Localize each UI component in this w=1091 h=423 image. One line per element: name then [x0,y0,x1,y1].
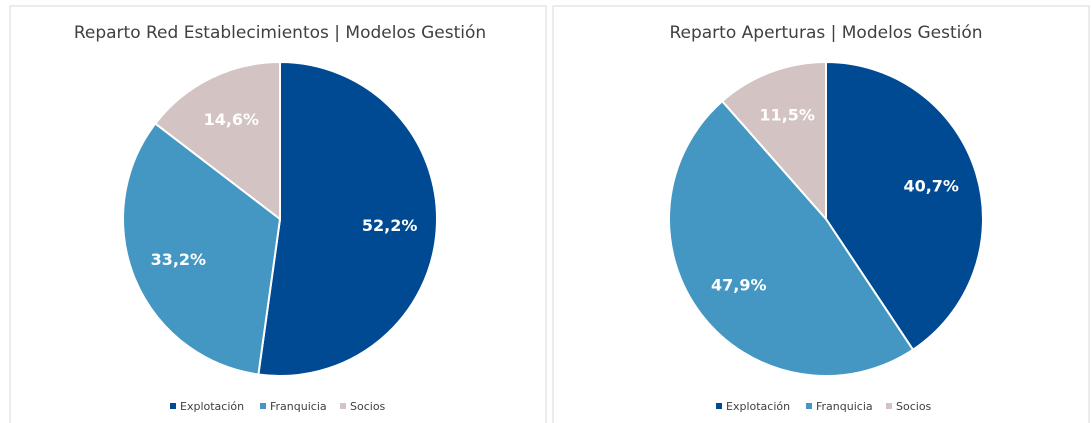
data-label: 47,9% [711,275,767,294]
pie-slice [720,60,827,222]
pie-slice [257,60,439,377]
data-label: 14,6% [204,110,260,129]
legend-swatch [806,403,812,409]
legend-swatch [716,403,722,409]
legend-swatch [170,403,176,409]
data-label: 40,7% [903,177,959,196]
pie-slice [153,60,281,222]
pie-slice [122,122,282,376]
data-label: 11,5% [759,106,815,125]
legend-swatch [340,403,346,409]
legend-label: Socios [896,400,932,413]
panel [9,5,547,423]
legend-swatch [260,403,266,409]
chart-title: Reparto Red Establecimientos | Modelos G… [74,23,486,43]
legend-label: Explotación [726,400,790,413]
legend-label: Socios [350,400,386,413]
chart-title: Reparto Aperturas | Modelos Gestión [669,23,982,43]
panel [552,5,1090,423]
legend-label: Franquicia [270,400,327,413]
legend-label: Explotación [180,400,244,413]
legend-label: Franquicia [816,400,873,413]
data-label: 33,2% [151,250,207,269]
data-label: 52,2% [362,216,418,235]
legend-swatch [886,403,892,409]
pie-slice [667,99,915,378]
